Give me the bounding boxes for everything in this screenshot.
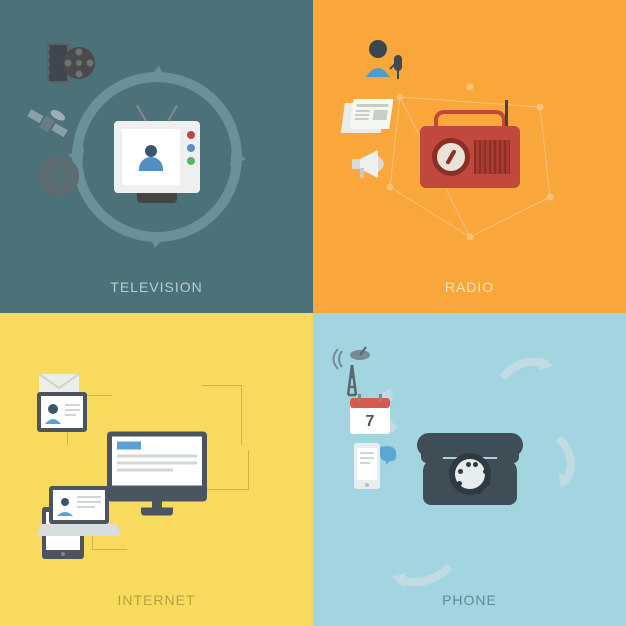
tv-antenna-icon [137, 107, 177, 121]
radio-handle [434, 110, 506, 130]
radio-icon [420, 126, 520, 188]
quadrant-phone: 7 Phone [313, 313, 626, 626]
rotary-phone-icon [423, 435, 517, 505]
film-reel-icon [47, 37, 287, 94]
tv-knobs [187, 131, 195, 165]
news-anchor-icon [137, 143, 165, 171]
phone-dial [449, 453, 491, 495]
television-icon [114, 121, 200, 193]
calendar-icon: 7 [350, 392, 590, 439]
quadrant-radio: Radio [313, 0, 626, 313]
radio-speaker [474, 140, 510, 174]
phone-scene: 7 [350, 350, 590, 590]
broadcaster-icon [360, 37, 600, 90]
cycle-arrow-icon [390, 557, 460, 595]
phone-label: Phone [442, 592, 497, 608]
monitor-icon [107, 431, 207, 501]
internet-scene [37, 350, 277, 590]
radio-dial [432, 138, 470, 176]
quadrant-internet: Internet [0, 313, 313, 626]
calendar-date: 7 [365, 413, 374, 430]
tablet-profile-icon [37, 392, 277, 437]
internet-label: Internet [118, 592, 196, 608]
television-label: Television [110, 279, 202, 295]
radio-label: Radio [445, 279, 494, 295]
monitor-screen [112, 436, 202, 485]
tv-screen [122, 129, 180, 185]
television-scene [37, 37, 277, 277]
radio-antenna [505, 100, 508, 126]
radio-scene [350, 37, 590, 277]
quadrant-television: Television [0, 0, 313, 313]
infographic-grid: Television [0, 0, 626, 626]
